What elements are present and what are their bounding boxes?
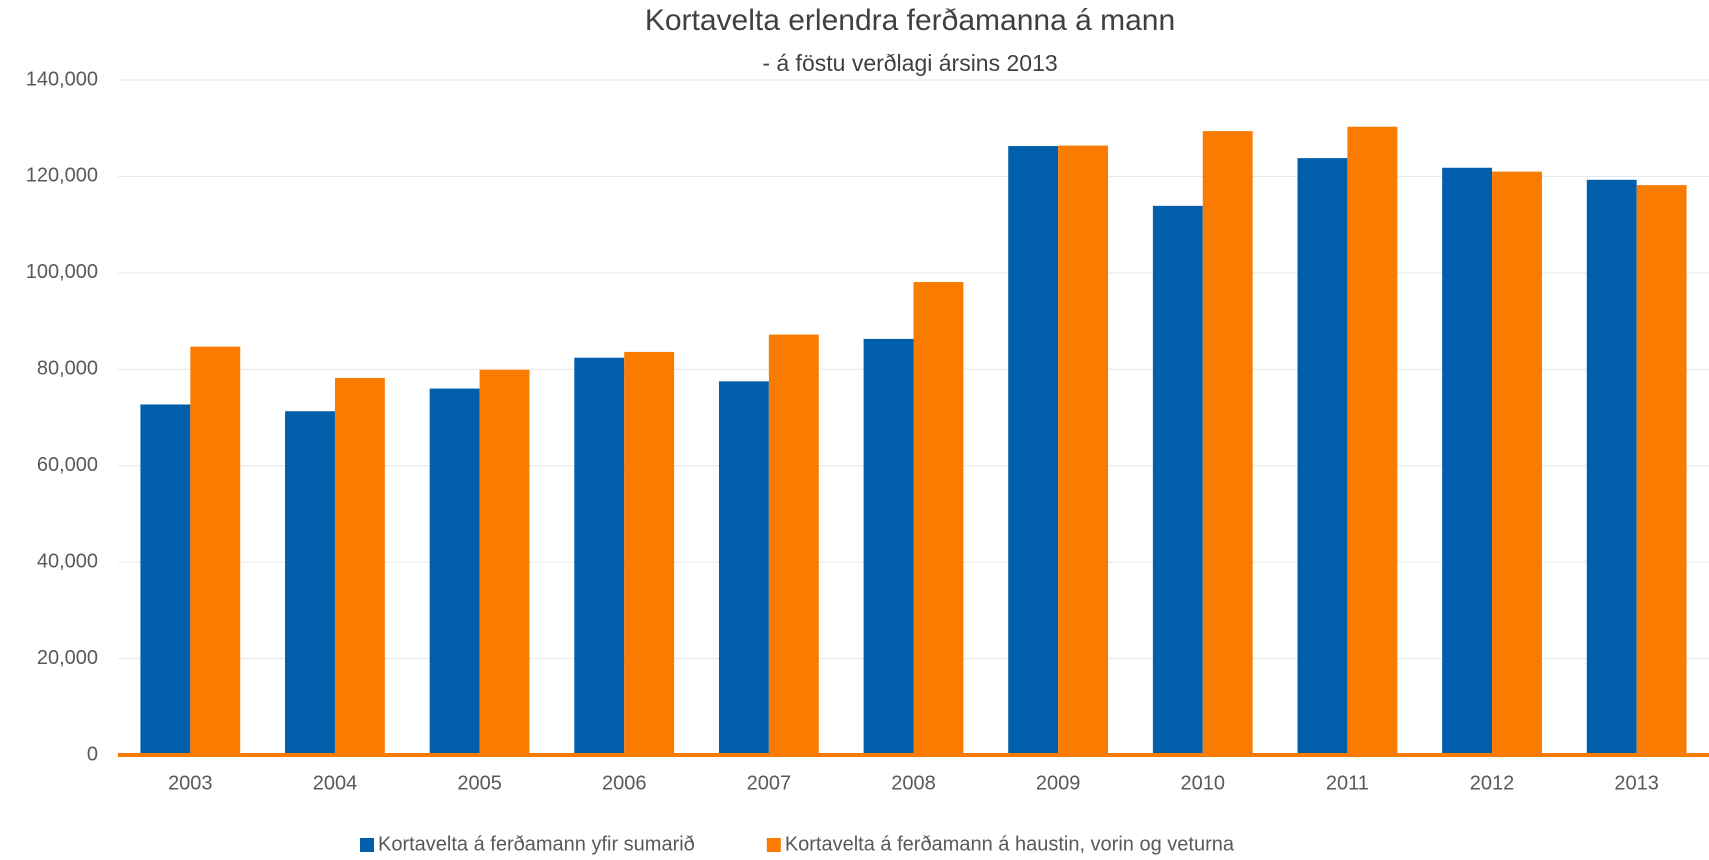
y-tick-label: 20,000	[37, 647, 98, 669]
bar	[1008, 146, 1059, 755]
bar	[768, 334, 819, 755]
bar	[1492, 171, 1542, 755]
legend-label: Kortavelta á ferðamann yfir sumarið	[378, 833, 695, 855]
bar	[285, 411, 335, 755]
y-tick-label: 0	[87, 743, 98, 765]
bar	[863, 338, 914, 755]
chart-subtitle: - á föstu verðlagi ársins 2013	[762, 50, 1057, 76]
bar	[913, 282, 964, 755]
y-tick-label: 120,000	[26, 165, 98, 187]
y-tick-label: 100,000	[26, 261, 98, 283]
bar	[574, 357, 625, 755]
bar	[1636, 185, 1687, 755]
x-tick-label: 2007	[747, 772, 792, 794]
bar	[479, 369, 530, 755]
bar	[429, 388, 480, 755]
legend-label: Kortavelta á ferðamann á haustin, vorin …	[785, 833, 1235, 855]
y-tick-label: 80,000	[37, 358, 98, 380]
bar	[334, 377, 385, 755]
x-tick-label: 2005	[457, 772, 502, 794]
bar	[624, 351, 675, 755]
bar	[1152, 205, 1203, 755]
bar	[1586, 179, 1637, 755]
x-tick-label: 2009	[1036, 772, 1081, 794]
x-tick-label: 2008	[891, 772, 936, 794]
y-tick-label: 60,000	[37, 454, 98, 476]
x-tick-label: 2004	[313, 772, 358, 794]
legend-swatch	[360, 838, 374, 852]
x-tick-label: 2003	[168, 772, 213, 794]
x-tick-label: 2010	[1181, 772, 1226, 794]
bar	[718, 381, 769, 755]
bar	[1347, 126, 1398, 755]
legend-swatch	[766, 838, 781, 852]
chart-title: Kortavelta erlendra ferðamanna á mann	[645, 4, 1175, 37]
bar	[1297, 158, 1348, 755]
x-tick-label: 2006	[602, 772, 647, 794]
bar	[1202, 131, 1253, 755]
bar	[1058, 145, 1109, 756]
y-tick-label: 40,000	[37, 550, 98, 572]
bar	[1442, 167, 1493, 755]
bar	[190, 346, 241, 755]
x-tick-label: 2011	[1326, 772, 1369, 794]
y-tick-label: 140,000	[26, 68, 98, 90]
x-tick-label: 2012	[1470, 772, 1515, 794]
x-tick-label: 2013	[1614, 772, 1659, 794]
bar	[140, 404, 191, 755]
